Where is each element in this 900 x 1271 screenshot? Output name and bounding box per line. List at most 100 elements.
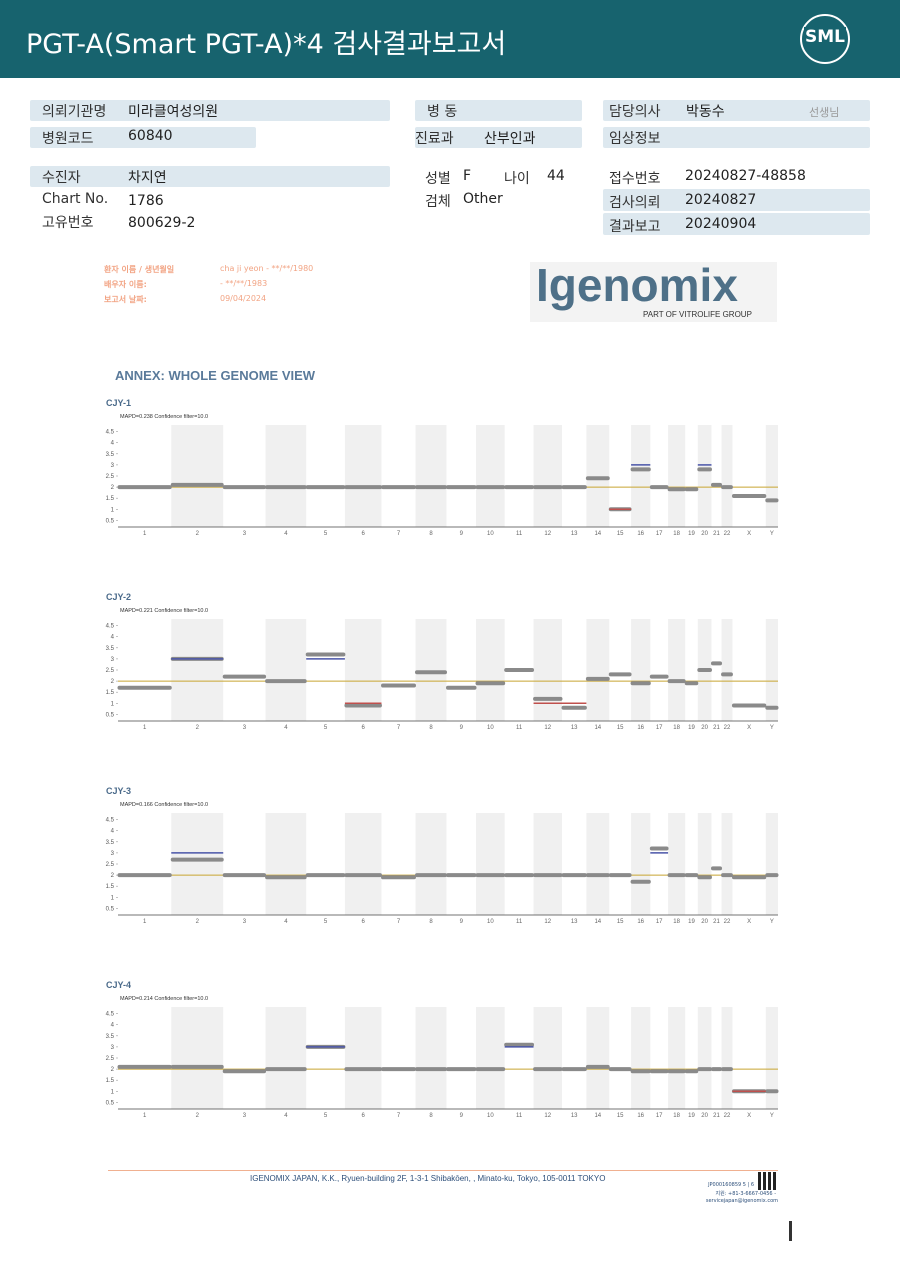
y-tick-label: 3.5 bbox=[106, 646, 115, 652]
chart-title: CJY-3 bbox=[106, 786, 131, 796]
x-tick-label: 2 bbox=[196, 725, 200, 731]
label: 임상정보 bbox=[609, 131, 661, 147]
x-tick-label: 11 bbox=[516, 1113, 523, 1119]
chromosome-band bbox=[631, 1007, 651, 1109]
lab-value: cha ji yeon - **/**/1980 bbox=[220, 264, 314, 273]
x-tick-label: 10 bbox=[487, 1113, 494, 1119]
x-tick-label: 11 bbox=[516, 725, 523, 731]
x-tick-label: 4 bbox=[284, 531, 288, 537]
y-tick-label: 1.5 bbox=[106, 690, 115, 696]
chart-title: CJY-4 bbox=[106, 980, 131, 990]
x-tick-label: 6 bbox=[362, 531, 366, 537]
y-tick-label: 3 bbox=[111, 657, 115, 663]
lab-label: 보고서 날짜: bbox=[104, 295, 147, 304]
x-tick-label: 15 bbox=[617, 1113, 624, 1119]
label: 검체 bbox=[425, 194, 451, 210]
y-tick-label: 4.5 bbox=[106, 818, 115, 824]
genome-chart: CJY-2 MAPD=0.221 Confidence filter=10.0 0.… bbox=[106, 592, 779, 731]
x-tick-label: X bbox=[747, 919, 751, 925]
label: 담당의사 bbox=[609, 104, 661, 120]
chromosome-band bbox=[721, 619, 733, 721]
info-bar bbox=[30, 127, 256, 148]
y-tick-label: 1 bbox=[111, 895, 115, 901]
chromosome-band bbox=[171, 1007, 224, 1109]
y-tick-label: 3.5 bbox=[106, 1034, 115, 1040]
info-bar bbox=[415, 100, 582, 121]
x-tick-label: X bbox=[747, 531, 751, 537]
lab-label: 배우자 이름: bbox=[104, 280, 147, 289]
phone: 지원: +81-3-6667-0456 - bbox=[715, 1191, 776, 1197]
chromosome-band bbox=[765, 813, 778, 915]
chromosome-band bbox=[476, 425, 505, 527]
value: 20240904 bbox=[685, 216, 757, 232]
chromosome-band bbox=[697, 813, 712, 915]
label: 나이 bbox=[504, 171, 530, 187]
value: 미라클여성의원 bbox=[128, 104, 219, 120]
x-tick-label: 5 bbox=[324, 919, 328, 925]
x-tick-label: 16 bbox=[637, 1113, 644, 1119]
logo-ring bbox=[800, 14, 850, 64]
x-tick-label: 8 bbox=[429, 725, 433, 731]
y-tick-label: 2 bbox=[111, 679, 115, 685]
x-tick-label: 6 bbox=[362, 1113, 366, 1119]
chromosome-band bbox=[265, 1007, 307, 1109]
chromosome-band bbox=[265, 425, 307, 527]
x-tick-label: 16 bbox=[637, 919, 644, 925]
x-tick-label: 19 bbox=[688, 725, 695, 731]
chart-subtitle: MAPD=0.238 Confidence filter=10.0 bbox=[120, 414, 208, 420]
chromosome-band bbox=[668, 813, 686, 915]
y-tick-label: 4 bbox=[111, 829, 115, 835]
chromosome-band bbox=[765, 1007, 778, 1109]
x-tick-label: 8 bbox=[429, 1113, 433, 1119]
x-tick-label: 6 bbox=[362, 725, 366, 731]
label: 접수번호 bbox=[609, 171, 661, 187]
x-tick-label: 18 bbox=[673, 725, 680, 731]
chromosome-band bbox=[631, 425, 651, 527]
value: 20240827 bbox=[685, 192, 757, 208]
igenomix-tagline: PART OF VITROLIFE GROUP bbox=[643, 310, 752, 319]
value: 박동수 bbox=[686, 104, 725, 120]
value: 20240827-48858 bbox=[685, 168, 806, 184]
x-tick-label: 12 bbox=[544, 1113, 551, 1119]
email: servicejapan@igenomix.com bbox=[705, 1198, 778, 1204]
chromosome-band bbox=[668, 619, 686, 721]
value: 차지연 bbox=[128, 170, 167, 186]
lab-value: 09/04/2024 bbox=[220, 294, 267, 303]
x-tick-label: 21 bbox=[713, 1113, 720, 1119]
chromosome-band bbox=[586, 813, 610, 915]
label: 성별 bbox=[425, 171, 451, 187]
x-tick-label: 3 bbox=[243, 1113, 247, 1119]
y-tick-label: 3 bbox=[111, 463, 115, 469]
x-tick-label: 10 bbox=[487, 725, 494, 731]
chromosome-band bbox=[586, 1007, 610, 1109]
chromosome-band bbox=[415, 619, 447, 721]
chromosome-band bbox=[344, 1007, 382, 1109]
value: 60840 bbox=[128, 128, 173, 144]
x-tick-label: 20 bbox=[701, 725, 708, 731]
x-tick-label: 10 bbox=[487, 531, 494, 537]
y-tick-label: 4.5 bbox=[106, 624, 115, 630]
x-tick-label: 19 bbox=[688, 919, 695, 925]
doc-code: JP000160859 5 | 6 bbox=[708, 1182, 754, 1188]
chromosome-band bbox=[344, 813, 382, 915]
page-marker bbox=[789, 1221, 792, 1241]
genome-chart: CJY-1 MAPD=0.238 Confidence filter=10.0 0.… bbox=[106, 398, 779, 537]
y-tick-label: 0.5 bbox=[106, 712, 115, 718]
x-tick-label: 2 bbox=[196, 1113, 200, 1119]
x-tick-label: 4 bbox=[284, 725, 288, 731]
y-tick-label: 2.5 bbox=[106, 668, 115, 674]
label: 고유번호 bbox=[42, 215, 94, 231]
x-tick-label: 8 bbox=[429, 531, 433, 537]
x-tick-label: 21 bbox=[713, 919, 720, 925]
x-tick-label: 7 bbox=[397, 919, 401, 925]
info-bar bbox=[30, 166, 390, 187]
x-tick-label: 14 bbox=[594, 1113, 601, 1119]
x-tick-label: 5 bbox=[324, 725, 328, 731]
label: Chart No. bbox=[42, 191, 109, 207]
x-tick-label: 20 bbox=[701, 1113, 708, 1119]
x-tick-label: 2 bbox=[196, 919, 200, 925]
value: 1786 bbox=[128, 193, 164, 209]
x-tick-label: 7 bbox=[397, 1113, 401, 1119]
x-tick-label: 1 bbox=[143, 531, 147, 537]
